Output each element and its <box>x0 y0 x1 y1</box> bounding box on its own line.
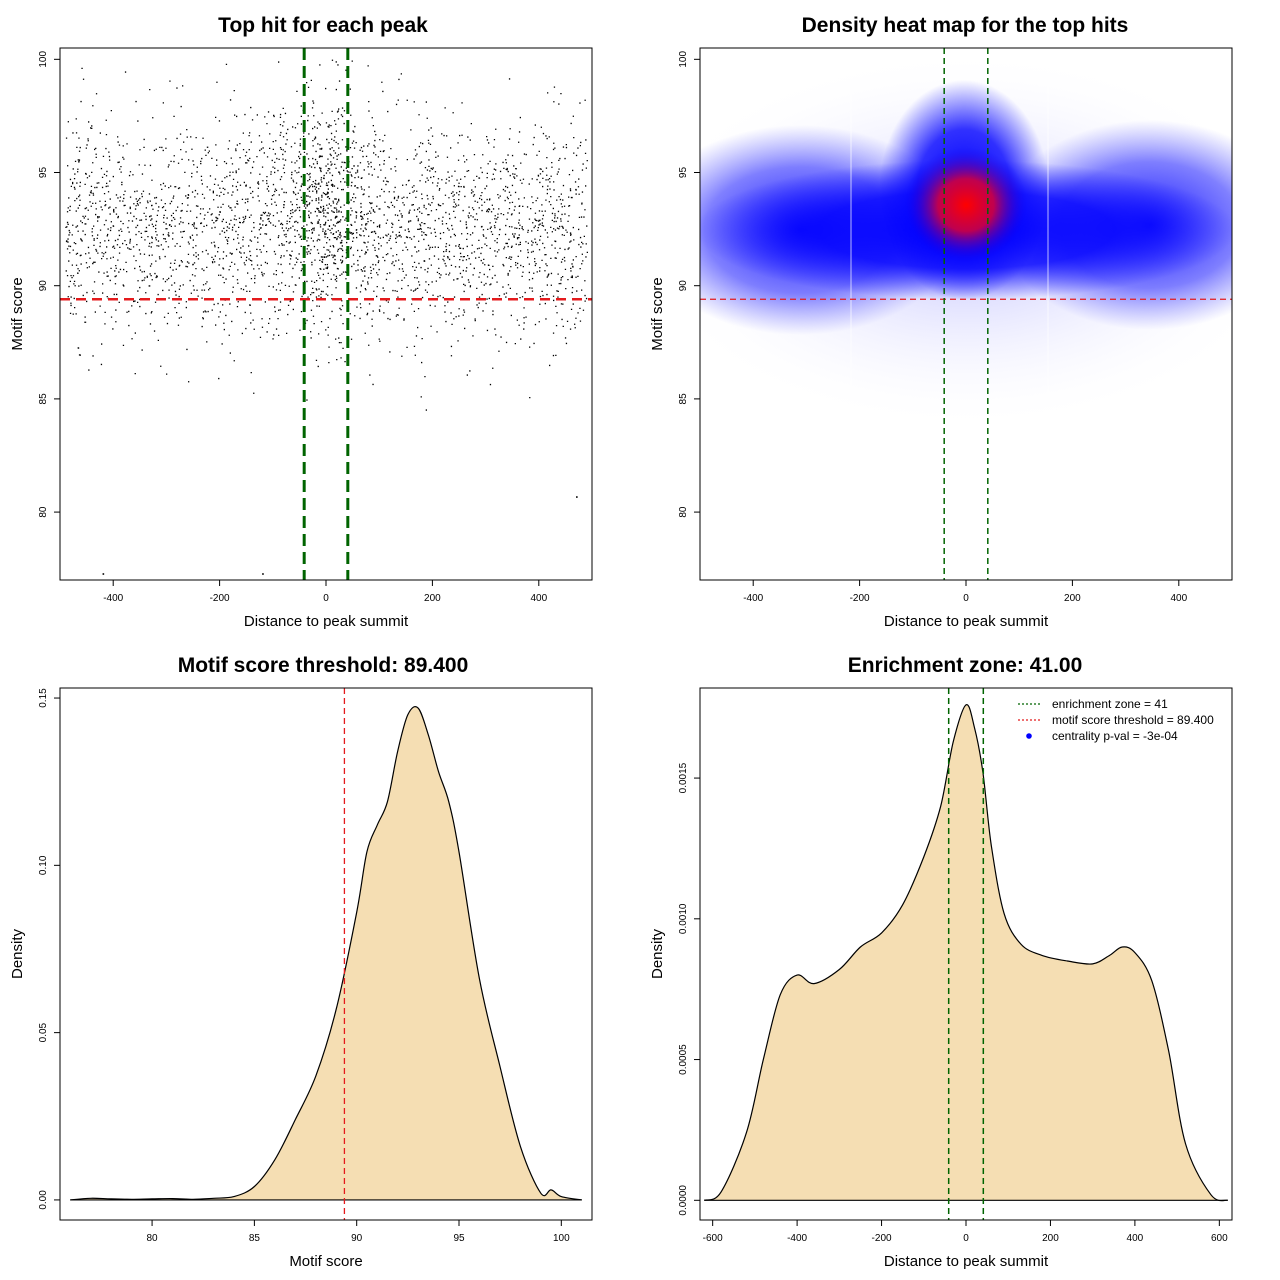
y-tick-label: 0.05 <box>38 1022 49 1042</box>
x-tick-label: 200 <box>1042 1233 1059 1244</box>
x-axis-label: Distance to peak summit <box>884 613 1049 630</box>
x-tick-label: 0 <box>963 1233 969 1244</box>
scatter-points <box>60 48 592 580</box>
x-tick-label: 200 <box>1064 593 1081 604</box>
y-axis-label: Motif score <box>9 277 26 350</box>
y-axis-label: Motif score <box>649 277 666 350</box>
y-tick-label: 0.0010 <box>678 903 689 934</box>
x-tick-label: -600 <box>703 1233 723 1244</box>
legend-label: enrichment zone = 41 <box>1052 697 1168 711</box>
scatter-point <box>102 573 105 575</box>
x-tick-label: 80 <box>147 1233 159 1244</box>
x-tick-label: 100 <box>553 1233 570 1244</box>
chart-title: Enrichment zone: 41.00 <box>848 654 1083 677</box>
score-density-panel: Motif score threshold: 89.400 Motif scor… <box>9 654 593 1270</box>
x-tick-label: 0 <box>323 593 329 604</box>
density-curve <box>70 706 582 1201</box>
y-tick-label: 100 <box>38 51 49 68</box>
plot-frame <box>59 47 593 581</box>
y-tick-label: 80 <box>38 506 49 518</box>
x-tick-label: 200 <box>424 593 441 604</box>
y-tick-label: 90 <box>678 280 689 292</box>
x-tick-label: 90 <box>351 1233 363 1244</box>
scatter-point <box>576 496 578 498</box>
chart-title: Motif score threshold: 89.400 <box>178 654 469 677</box>
x-tick-label: -200 <box>872 1233 892 1244</box>
y-tick-label: 95 <box>678 167 689 179</box>
y-tick-label: 80 <box>678 506 689 518</box>
legend: enrichment zone = 41 motif score threshol… <box>1018 697 1214 743</box>
y-tick-label: 0.0015 <box>678 762 689 793</box>
x-tick-label: 85 <box>249 1233 261 1244</box>
density-fill <box>704 704 1228 1201</box>
x-tick-label: -400 <box>103 593 123 604</box>
scatter-point <box>65 59 589 411</box>
x-tick-label: 0 <box>963 593 969 604</box>
axes: -600 -400 -200 0 200 400 600 0.0000 0.0005 0.0010… <box>678 687 1233 1244</box>
y-tick-label: 90 <box>38 280 49 292</box>
chart-title: Top hit for each peak <box>218 14 428 37</box>
y-tick-label: 100 <box>678 51 689 68</box>
x-tick-label: 600 <box>1211 1233 1228 1244</box>
distance-density-panel: Enrichment zone: 41.00 Distance to peak … <box>649 654 1233 1270</box>
y-tick-label: 0.15 <box>38 688 49 708</box>
scatter-point <box>262 573 264 575</box>
legend-label: centrality p-val = -3e-04 <box>1052 729 1178 743</box>
y-axis-label: Density <box>9 928 26 979</box>
axes: 80 85 90 95 100 0.00 0.05 0.10 0.15 <box>38 687 593 1244</box>
heatmap-density <box>700 48 1232 580</box>
axes: -400 -200 0 200 400 80 85 90 95 100 <box>38 47 593 604</box>
chart-title: Density heat map for the top hits <box>802 14 1129 37</box>
y-tick-label: 0.0000 <box>678 1185 689 1216</box>
scatter-panel: Top hit for each peak Distance to peak s… <box>9 14 593 630</box>
legend-marker <box>1026 733 1032 739</box>
x-tick-label: 400 <box>1170 593 1187 604</box>
x-axis-label: Distance to peak summit <box>244 613 409 630</box>
y-axis-label: Density <box>649 928 666 979</box>
x-tick-label: -200 <box>210 593 230 604</box>
y-tick-label: 85 <box>38 393 49 405</box>
x-tick-label: 400 <box>1127 1233 1144 1244</box>
y-tick-label: 0.10 <box>38 855 49 875</box>
x-tick-label: 400 <box>530 593 547 604</box>
y-tick-label: 95 <box>38 167 49 179</box>
x-axis-label: Distance to peak summit <box>884 1253 1049 1270</box>
heatmap-panel: Density heat map for the top hits Distan… <box>649 14 1233 630</box>
axes: -400 -200 0 200 400 80 85 90 95 100 <box>678 47 1233 604</box>
x-tick-label: 95 <box>453 1233 465 1244</box>
density-curve <box>703 704 1228 1202</box>
density-area <box>70 688 582 1220</box>
y-tick-label: 85 <box>678 393 689 405</box>
legend-label: motif score threshold = 89.400 <box>1052 713 1214 727</box>
density-area <box>703 688 1228 1220</box>
x-tick-label: -400 <box>743 593 763 604</box>
y-tick-label: 0.00 <box>38 1190 49 1210</box>
density-fill <box>70 706 582 1200</box>
x-tick-label: -200 <box>850 593 870 604</box>
plot-frame <box>59 687 593 1221</box>
x-axis-label: Motif score <box>289 1253 362 1270</box>
y-tick-label: 0.0005 <box>678 1044 689 1075</box>
heatmap-peak <box>904 147 1028 263</box>
x-tick-label: -400 <box>787 1233 807 1244</box>
